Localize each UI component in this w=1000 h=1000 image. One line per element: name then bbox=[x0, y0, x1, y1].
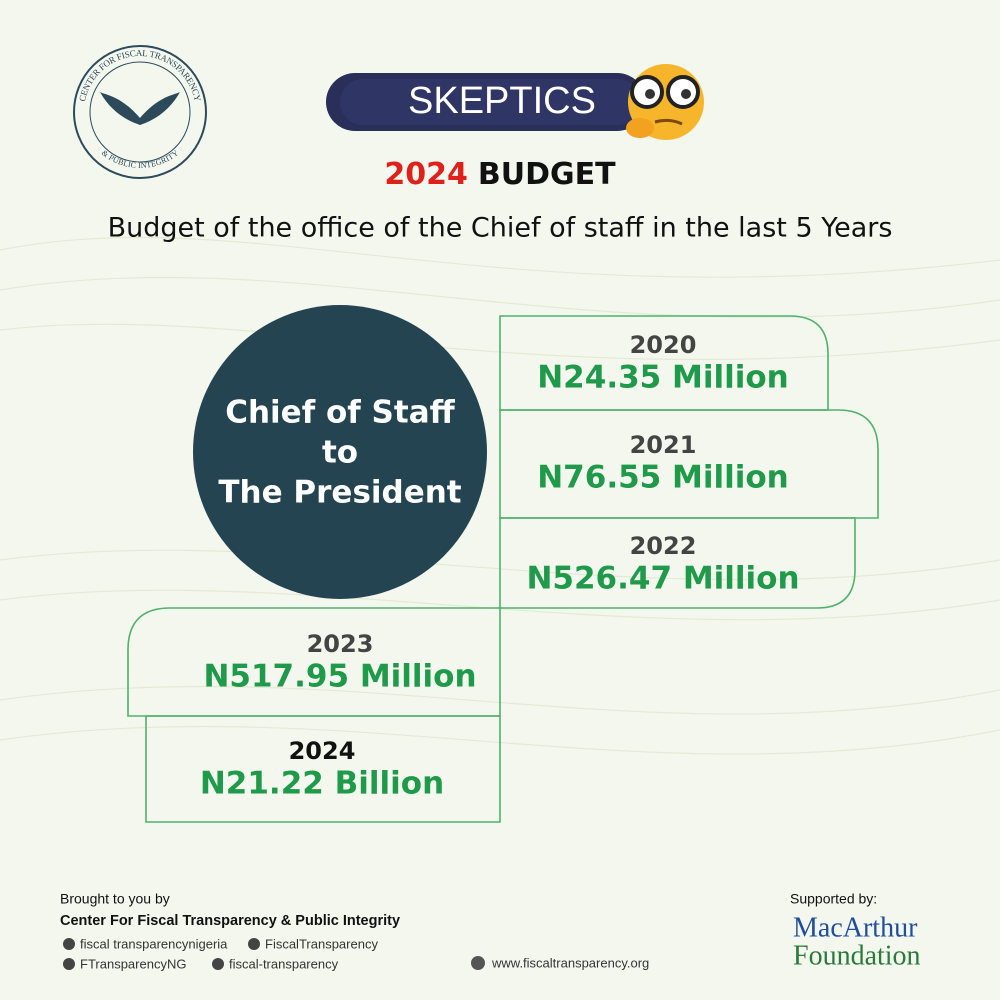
center-line: The President bbox=[218, 475, 461, 511]
web-icon bbox=[471, 956, 485, 970]
badge-text: SKEPTICS bbox=[408, 80, 596, 122]
entry-amount: N21.22 Billion bbox=[200, 766, 444, 802]
entry-year: 2024 bbox=[289, 737, 356, 765]
social-handle: fiscal transparencynigeria bbox=[80, 936, 228, 951]
title: 2024 BUDGET bbox=[384, 157, 616, 192]
footer-intro: Brought to you by bbox=[60, 891, 170, 907]
socials: fiscal transparencynigeria FiscalTranspar… bbox=[63, 936, 378, 971]
box bbox=[145, 715, 501, 823]
boxes bbox=[127, 315, 879, 823]
sponsor-line: Foundation bbox=[793, 940, 921, 971]
sponsor-line: MacArthur bbox=[793, 912, 918, 943]
entry-year: 2020 bbox=[630, 331, 697, 359]
social-icon bbox=[63, 938, 75, 950]
center-line: to bbox=[322, 435, 358, 471]
title-year: 2024 bbox=[384, 157, 468, 192]
title-rest: BUDGET bbox=[478, 157, 616, 192]
social-handle: FiscalTransparency bbox=[265, 936, 378, 951]
entry-year: 2022 bbox=[630, 532, 697, 560]
box bbox=[499, 315, 829, 411]
entry-year: 2023 bbox=[307, 630, 374, 658]
entry-amount: N526.47 Million bbox=[526, 561, 799, 597]
social-handle: fiscal-transparency bbox=[229, 956, 339, 971]
website: www.fiscaltransparency.org bbox=[491, 955, 649, 970]
subtitle: Budget of the office of the Chief of sta… bbox=[108, 213, 893, 244]
social-icon bbox=[212, 958, 224, 970]
emoji bbox=[626, 64, 704, 140]
center-text: Chief of Staff to The President bbox=[218, 395, 461, 511]
social-icon bbox=[63, 958, 75, 970]
entry-amount: N24.35 Million bbox=[537, 360, 789, 396]
entry-year: 2021 bbox=[630, 431, 697, 459]
entry-amount: N76.55 Million bbox=[537, 460, 789, 496]
center-line: Chief of Staff bbox=[225, 395, 455, 431]
badge-inner bbox=[340, 79, 640, 125]
box bbox=[499, 409, 879, 519]
footer-org: Center For Fiscal Transparency & Public … bbox=[60, 913, 400, 929]
entry-amount: N517.95 Million bbox=[203, 659, 476, 695]
social-handle: FTransparencyNG bbox=[80, 956, 186, 971]
center-circle bbox=[193, 305, 487, 599]
support-label: Supported by: bbox=[790, 891, 877, 907]
social-icon bbox=[248, 938, 260, 950]
box bbox=[499, 517, 856, 609]
